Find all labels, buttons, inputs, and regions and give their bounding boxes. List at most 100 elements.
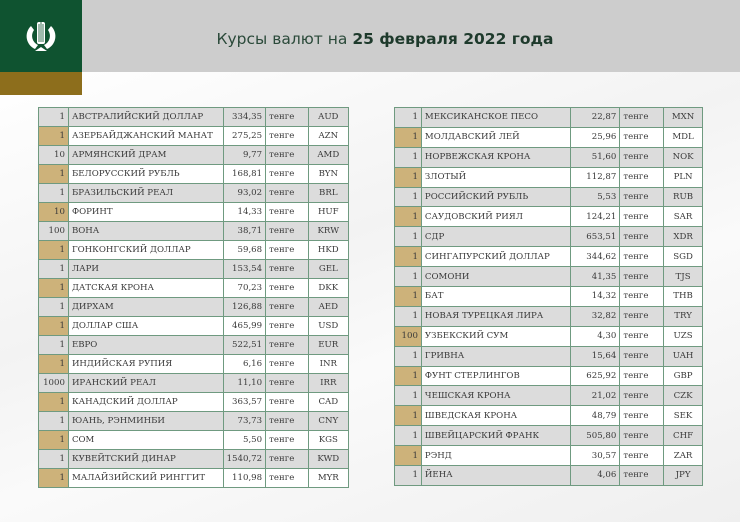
currency-name-cell: КУВЕЙТСКИЙ ДИНАР xyxy=(67,449,224,469)
rate-cell: 14,33 xyxy=(222,202,267,222)
table-row: 1 ГОНКОНГСКИЙ ДОЛЛАР 59,68 тенге HKD xyxy=(38,240,350,260)
currency-code-cell: SEK xyxy=(663,405,703,427)
gold-bar xyxy=(0,72,82,95)
unit-cell: тенге xyxy=(619,286,665,307)
currency-name-cell: КАНАДСКИЙ ДОЛЛАР xyxy=(67,392,224,412)
unit-cell: тенге xyxy=(619,385,665,407)
currency-name-cell: ДИРХАМ xyxy=(67,297,224,317)
currency-name-cell: БРАЗИЛЬСКИЙ РЕАЛ xyxy=(67,183,224,203)
rate-cell: 30,57 xyxy=(569,445,621,467)
table-row: 1 РЭНД 30,57 тенге ZAR xyxy=(394,445,703,467)
rates-table-left: 1 АВСТРАЛИЙСКИЙ ДОЛЛАР 334,35 тенге AUD 1 АЗЕР… xyxy=(38,107,350,488)
table-row: 1 ИНДИЙСКАЯ РУПИЯ 6,16 тенге INR xyxy=(38,354,350,374)
table-row: 1 ШВЕЙЦАРСКИЙ ФРАНК 505,80 тенге CHF xyxy=(394,425,703,447)
currency-code-cell: PLN xyxy=(663,166,703,188)
unit-cell: тенге xyxy=(619,146,665,168)
currency-name-cell: ИРАНСКИЙ РЕАЛ xyxy=(67,373,224,393)
quantity-cell: 1 xyxy=(38,240,69,260)
quantity-cell: 1 xyxy=(394,226,422,248)
rate-cell: 168,81 xyxy=(222,164,267,184)
currency-name-cell: ФОРИНТ xyxy=(67,202,224,222)
unit-cell: тенге xyxy=(265,145,309,165)
currency-name-cell: ГРИВНА xyxy=(420,345,571,367)
currency-name-cell: СИНГАПУРСКИЙ ДОЛЛАР xyxy=(420,246,571,268)
currency-code-cell: SAR xyxy=(663,206,703,228)
currency-code-cell: ZAR xyxy=(663,445,703,467)
currency-code-cell: USD xyxy=(307,316,350,336)
table-row: 1 НОВАЯ ТУРЕЦКАЯ ЛИРА 32,82 тенге TRY xyxy=(394,305,703,327)
rate-cell: 73,73 xyxy=(222,411,267,431)
unit-cell: тенге xyxy=(619,186,665,208)
unit-cell: тенге xyxy=(619,305,665,327)
table-row: 1 КАНАДСКИЙ ДОЛЛАР 363,57 тенге CAD xyxy=(38,392,350,412)
currency-code-cell: TJS xyxy=(663,266,703,288)
currency-name-cell: РОССИЙСКИЙ РУБЛЬ xyxy=(420,186,571,208)
unit-cell: тенге xyxy=(619,345,665,367)
currency-name-cell: СОМ xyxy=(67,430,224,450)
quantity-cell: 10 xyxy=(38,202,69,222)
rate-cell: 4,30 xyxy=(569,325,621,347)
table-row: 1 ШВЕДСКАЯ КРОНА 48,79 тенге SEK xyxy=(394,405,703,427)
quantity-cell: 1 xyxy=(394,305,422,327)
quantity-cell: 1 xyxy=(394,266,422,288)
rate-cell: 4,06 xyxy=(569,465,621,486)
currency-code-cell: DKK xyxy=(307,278,350,298)
unit-cell: тенге xyxy=(265,107,309,127)
rate-cell: 22,87 xyxy=(569,107,621,128)
currency-name-cell: ИНДИЙСКАЯ РУПИЯ xyxy=(67,354,224,374)
table-row: 1 ЮАНЬ, РЭНМИНБИ 73,73 тенге CNY xyxy=(38,411,350,431)
quantity-cell: 1 xyxy=(394,345,422,367)
currency-code-cell: AUD xyxy=(307,107,350,127)
currency-code-cell: CZK xyxy=(663,385,703,407)
table-row: 1 БРАЗИЛЬСКИЙ РЕАЛ 93,02 тенге BRL xyxy=(38,183,350,203)
unit-cell: тенге xyxy=(619,246,665,268)
rate-cell: 5,50 xyxy=(222,430,267,450)
rate-cell: 124,21 xyxy=(569,206,621,228)
table-row: 1 РОССИЙСКИЙ РУБЛЬ 5,53 тенге RUB xyxy=(394,186,703,208)
currency-code-cell: NOK xyxy=(663,146,703,168)
table-row: 1 МАЛАЙЗИЙСКИЙ РИНГГИТ 110,98 тенге MYR xyxy=(38,468,350,488)
table-row: 1 СДР 653,51 тенге XDR xyxy=(394,226,703,248)
quantity-cell: 1 xyxy=(38,449,69,469)
currency-code-cell: AED xyxy=(307,297,350,317)
currency-code-cell: BYN xyxy=(307,164,350,184)
quantity-cell: 1 xyxy=(38,164,69,184)
table-row: 1 КУВЕЙТСКИЙ ДИНАР 1540,72 тенге KWD xyxy=(38,449,350,469)
currency-name-cell: ГОНКОНГСКИЙ ДОЛЛАР xyxy=(67,240,224,260)
unit-cell: тенге xyxy=(619,126,665,148)
currency-name-cell: АВСТРАЛИЙСКИЙ ДОЛЛАР xyxy=(67,107,224,127)
unit-cell: тенге xyxy=(619,425,665,447)
currency-name-cell: УЗБЕКСКИЙ СУМ xyxy=(420,325,571,347)
currency-name-cell: БЕЛОРУССКИЙ РУБЛЬ xyxy=(67,164,224,184)
currency-code-cell: KRW xyxy=(307,221,350,241)
unit-cell: тенге xyxy=(265,221,309,241)
quantity-cell: 10 xyxy=(38,145,69,165)
currency-name-cell: ДАТСКАЯ КРОНА xyxy=(67,278,224,298)
quantity-cell: 1 xyxy=(38,316,69,336)
rate-cell: 9,77 xyxy=(222,145,267,165)
table-row: 1 ЙЕНА 4,06 тенге JPY xyxy=(394,465,703,486)
unit-cell: тенге xyxy=(619,166,665,188)
rate-cell: 112,87 xyxy=(569,166,621,188)
quantity-cell: 1 xyxy=(394,385,422,407)
table-row: 1 СОМ 5,50 тенге KGS xyxy=(38,430,350,450)
quantity-cell: 1 xyxy=(38,392,69,412)
currency-name-cell: НОРВЕЖСКАЯ КРОНА xyxy=(420,146,571,168)
rate-cell: 465,99 xyxy=(222,316,267,336)
rate-cell: 25,96 xyxy=(569,126,621,148)
unit-cell: тенге xyxy=(265,373,309,393)
quantity-cell: 100 xyxy=(38,221,69,241)
currency-name-cell: СОМОНИ xyxy=(420,266,571,288)
quantity-cell: 1 xyxy=(38,297,69,317)
rate-cell: 32,82 xyxy=(569,305,621,327)
title-date: 25 февраля 2022 года xyxy=(352,30,554,48)
table-row: 1 АВСТРАЛИЙСКИЙ ДОЛЛАР 334,35 тенге AUD xyxy=(38,107,350,127)
currency-name-cell: СДР xyxy=(420,226,571,248)
currency-name-cell: АЗЕРБАЙДЖАНСКИЙ МАНАТ xyxy=(67,126,224,146)
currency-name-cell: ЛАРИ xyxy=(67,259,224,279)
rate-cell: 21,02 xyxy=(569,385,621,407)
currency-code-cell: BRL xyxy=(307,183,350,203)
unit-cell: тенге xyxy=(265,411,309,431)
table-row: 1 АЗЕРБАЙДЖАНСКИЙ МАНАТ 275,25 тенге AZN xyxy=(38,126,350,146)
unit-cell: тенге xyxy=(619,266,665,288)
